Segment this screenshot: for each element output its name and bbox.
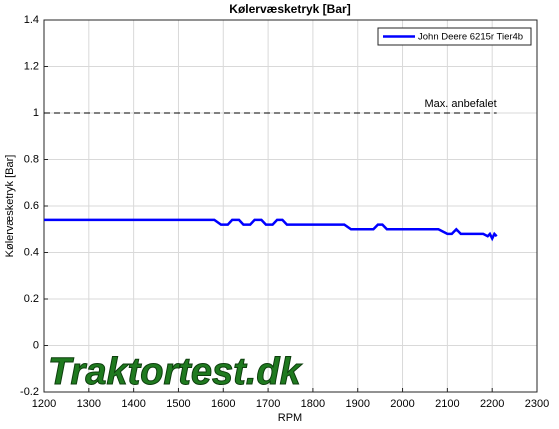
chart-title: Kølervæsketryk [Bar] bbox=[229, 2, 350, 16]
y-tick-label: 1 bbox=[33, 107, 39, 119]
x-tick-label: 1700 bbox=[256, 398, 280, 410]
y-tick-label: 0 bbox=[33, 339, 39, 351]
reference-label: Max. anbefalet bbox=[425, 98, 497, 110]
y-axis-label: Kølervæsketryk [Bar] bbox=[4, 155, 16, 258]
x-tick-label: 1600 bbox=[211, 398, 235, 410]
x-tick-label: 1900 bbox=[345, 398, 369, 410]
x-tick-label: 1300 bbox=[77, 398, 101, 410]
y-tick-label: 0.4 bbox=[24, 246, 39, 258]
y-tick-label: 0.6 bbox=[24, 200, 39, 212]
y-tick-label: 1.4 bbox=[24, 14, 39, 26]
x-axis-label: RPM bbox=[278, 412, 302, 424]
x-tick-label: 1800 bbox=[301, 398, 325, 410]
watermark: Traktortest.dk bbox=[48, 351, 303, 393]
x-tick-label: 2200 bbox=[480, 398, 504, 410]
x-tick-label: 1200 bbox=[32, 398, 56, 410]
x-tick-label: 1400 bbox=[121, 398, 145, 410]
x-tick-label: 2000 bbox=[390, 398, 414, 410]
plot-frame bbox=[43, 19, 538, 393]
x-tick-label: 2300 bbox=[525, 398, 549, 410]
y-tick-label: 0.8 bbox=[24, 153, 39, 165]
x-tick-label: 2100 bbox=[435, 398, 459, 410]
y-tick-label: 0.2 bbox=[24, 293, 39, 305]
legend-label: John Deere 6215r Tier4b bbox=[418, 32, 523, 43]
y-tick-label: 1.2 bbox=[24, 60, 39, 72]
y-tick-label: -0.2 bbox=[20, 386, 39, 398]
legend-box bbox=[377, 27, 532, 46]
data-line bbox=[44, 218, 498, 242]
x-tick-label: 1500 bbox=[166, 398, 190, 410]
